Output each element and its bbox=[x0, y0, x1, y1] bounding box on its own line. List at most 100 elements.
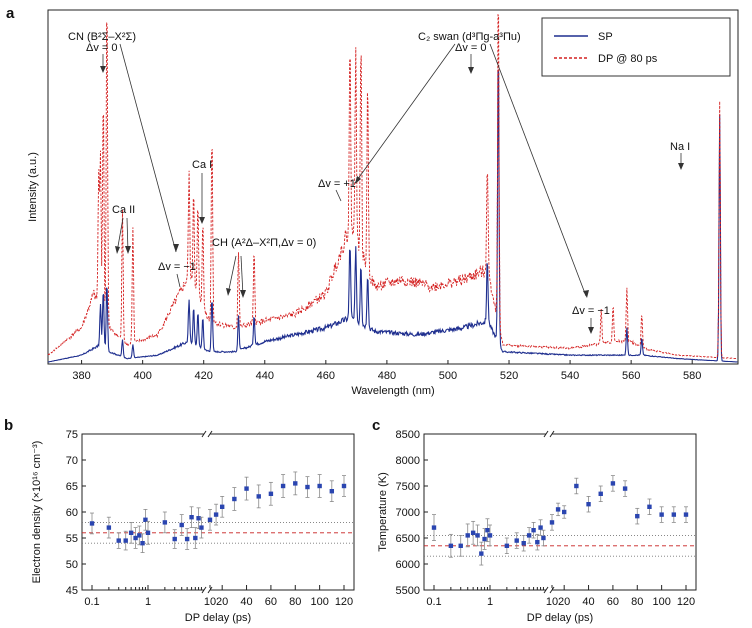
x-tick-label: 0.1 bbox=[426, 596, 441, 608]
data-point bbox=[470, 530, 476, 535]
data-point bbox=[172, 536, 177, 542]
x-tick-label: 440 bbox=[256, 370, 274, 382]
data-point bbox=[521, 541, 526, 546]
panel-a-y-axis-label: Intensity (a.u.) bbox=[27, 152, 39, 222]
x-tick-label: 40 bbox=[582, 596, 594, 608]
x-tick-label: 380 bbox=[72, 370, 90, 382]
panel-c-content: 5500 6000 6500 7000 7500 8000 8500 0.1 1 10 20 40 60… bbox=[396, 429, 696, 608]
data-point bbox=[549, 520, 555, 525]
data-point bbox=[431, 525, 437, 530]
x-tick-label: 400 bbox=[133, 370, 151, 382]
data-point bbox=[199, 525, 204, 530]
annotation-cn-title: CN (B²Σ–X²Σ) bbox=[68, 31, 136, 43]
arrowhead bbox=[115, 246, 120, 254]
annotation-c2-dv-1: Δv = −1 bbox=[572, 305, 610, 317]
annotation-c2-dv0: Δv = 0 bbox=[455, 42, 487, 54]
x-tick-label: 60 bbox=[607, 596, 619, 608]
data-point bbox=[256, 494, 261, 499]
arrowhead bbox=[240, 290, 246, 298]
arrow-c2-dvp1 bbox=[354, 43, 456, 184]
data-point bbox=[184, 536, 190, 542]
legend-label-sp: SP bbox=[598, 31, 613, 43]
panel-b-x-axis-label: DP delay (ps) bbox=[185, 612, 251, 624]
panel-a-annotations bbox=[102, 43, 682, 332]
y-tick-label: 60 bbox=[66, 507, 78, 519]
data-point bbox=[574, 483, 579, 489]
annotation-ca1: Ca I bbox=[192, 159, 212, 171]
x-tick-label: 20 bbox=[558, 596, 570, 608]
data-point bbox=[116, 538, 121, 543]
panel-a-x-ticks: 380 400 420 440 460 480 500 520 540 560 580 bbox=[72, 360, 701, 382]
data-point bbox=[555, 507, 561, 512]
panel-c-x-axis-label: DP delay (ps) bbox=[527, 612, 593, 624]
series-line-sp bbox=[47, 69, 738, 363]
data-point bbox=[487, 533, 493, 538]
x-tick-label: 120 bbox=[677, 596, 695, 608]
panel-c-plot: 5500 6000 6500 7000 7500 8000 8500 0.1 1 10 20 40 60… bbox=[377, 429, 697, 624]
data-point bbox=[128, 530, 134, 535]
x-tick-label: 10 bbox=[204, 596, 216, 608]
data-point bbox=[475, 533, 480, 538]
y-tick-label: 5500 bbox=[396, 585, 420, 597]
arrowhead bbox=[588, 327, 594, 334]
x-tick-label: 560 bbox=[622, 370, 640, 382]
axis-break-gap bbox=[546, 588, 552, 592]
data-point bbox=[179, 522, 184, 528]
data-point bbox=[232, 496, 237, 502]
x-tick-label: 580 bbox=[683, 370, 701, 382]
axis-break-gap bbox=[204, 588, 210, 592]
legend-box bbox=[541, 17, 731, 77]
data-point bbox=[207, 517, 213, 522]
data-point bbox=[193, 535, 198, 541]
arrow-cn-dv-1 bbox=[119, 43, 177, 253]
data-point bbox=[448, 543, 454, 548]
data-point bbox=[280, 483, 286, 489]
data-point bbox=[504, 543, 510, 548]
arrowhead bbox=[583, 290, 589, 298]
annotation-cn-dv0: Δv = 0 bbox=[86, 42, 118, 54]
data-point bbox=[541, 535, 546, 541]
data-point bbox=[189, 515, 194, 520]
x-tick-label: 80 bbox=[289, 596, 301, 608]
x-tick-label: 60 bbox=[265, 596, 277, 608]
axis-break-mark bbox=[207, 586, 213, 594]
panel-a-spectra bbox=[47, 13, 738, 363]
data-point bbox=[89, 521, 95, 526]
x-tick-label: 540 bbox=[561, 370, 579, 382]
panel-b-frame bbox=[81, 433, 355, 591]
x-tick-label: 460 bbox=[317, 370, 335, 382]
axis-break-mark bbox=[201, 430, 207, 438]
arrowhead bbox=[173, 244, 179, 252]
arrow-ch-2 bbox=[240, 255, 244, 297]
x-tick-label: 0.1 bbox=[84, 596, 99, 608]
data-point bbox=[305, 484, 310, 490]
y-tick-label: 55 bbox=[66, 533, 78, 545]
panel-a-frame bbox=[47, 9, 739, 365]
panel-c-frame bbox=[423, 433, 697, 591]
arrow-ca2-1 bbox=[116, 217, 124, 253]
panel-a-plot: 380 400 420 440 460 480 500 520 540 560 580 Wavele… bbox=[27, 9, 739, 397]
arrowhead bbox=[199, 217, 205, 224]
data-point bbox=[647, 504, 652, 509]
panel-b-plot: 45 50 55 60 65 70 75 0.1 1 10 20 40 60 80 100 120 DP de… bbox=[31, 429, 355, 624]
data-point bbox=[598, 491, 603, 496]
data-point bbox=[531, 528, 536, 533]
arrowhead bbox=[100, 66, 106, 73]
data-point bbox=[219, 504, 225, 509]
axis-break-gap bbox=[546, 432, 552, 436]
y-tick-label: 50 bbox=[66, 559, 78, 571]
data-point bbox=[671, 512, 677, 517]
data-point bbox=[145, 530, 151, 535]
data-point bbox=[622, 486, 628, 491]
data-point bbox=[659, 512, 664, 517]
data-point bbox=[329, 489, 335, 494]
arrow-c2-dv-1 bbox=[489, 43, 587, 297]
x-tick-label: 520 bbox=[500, 370, 518, 382]
annotation-c2-title: C₂ swan (d³Πg-a³Πu) bbox=[418, 31, 521, 43]
axis-break-mark bbox=[207, 430, 213, 438]
x-tick-label: 120 bbox=[335, 596, 353, 608]
x-tick-label: 10 bbox=[546, 596, 558, 608]
arrow-c2-dvp1b bbox=[335, 189, 342, 202]
data-point bbox=[317, 483, 322, 489]
